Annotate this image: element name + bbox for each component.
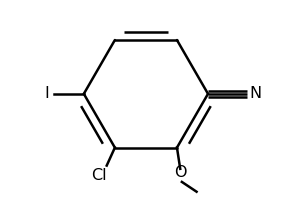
Text: Cl: Cl — [91, 168, 106, 183]
Text: O: O — [174, 165, 187, 180]
Text: N: N — [250, 86, 262, 101]
Text: I: I — [45, 86, 50, 101]
